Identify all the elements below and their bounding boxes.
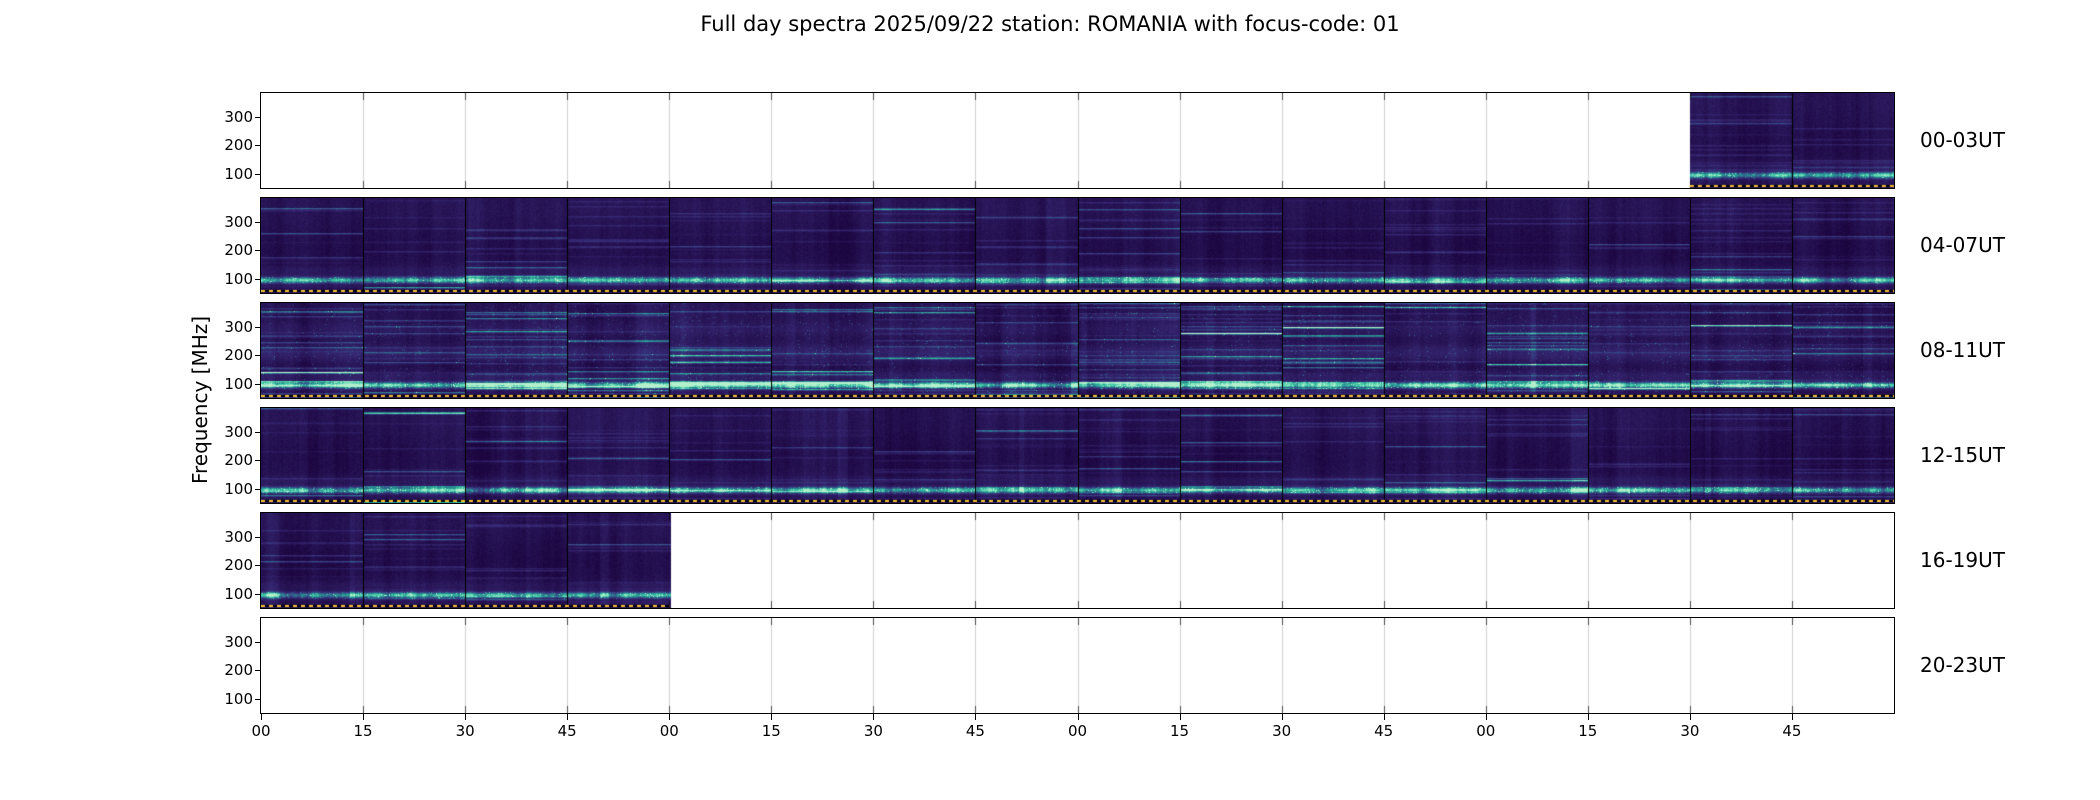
spectrogram-row-12-15UT	[260, 407, 1895, 504]
freq-tick-mark	[255, 488, 261, 490]
x-tick-mark	[1383, 714, 1385, 720]
x-tick-label: 30	[1272, 722, 1292, 740]
row-time-label: 12-15UT	[1920, 442, 2005, 467]
freq-tick-mark	[255, 593, 261, 595]
x-tick-mark	[1791, 714, 1793, 720]
freq-tick-label: 300	[224, 632, 253, 651]
freq-tick-label: 200	[224, 241, 253, 260]
x-tick-label: 15	[1578, 722, 1598, 740]
freq-tick-mark	[255, 173, 261, 175]
spectrogram-canvas	[261, 513, 1894, 608]
x-tick-mark	[363, 714, 365, 720]
freq-tick-label: 200	[224, 556, 253, 575]
freq-tick-label: 200	[224, 661, 253, 680]
freq-tick-label: 300	[224, 422, 253, 441]
freq-tick-label: 200	[224, 346, 253, 365]
freq-tick-mark	[255, 460, 261, 462]
x-tick-label: 15	[761, 722, 781, 740]
freq-tick-mark	[255, 565, 261, 567]
freq-tick-mark	[255, 670, 261, 672]
freq-tick-mark	[255, 536, 261, 538]
freq-tick-label: 100	[224, 269, 253, 288]
freq-tick-mark	[255, 355, 261, 357]
spectrogram-row-08-11UT	[260, 302, 1895, 399]
x-tick-mark	[1689, 714, 1691, 720]
x-tick-mark	[771, 714, 773, 720]
freq-tick-mark	[255, 278, 261, 280]
freq-tick-label: 200	[224, 136, 253, 155]
freq-tick-label: 100	[224, 164, 253, 183]
freq-tick-label: 100	[224, 479, 253, 498]
x-tick-label: 30	[863, 722, 883, 740]
x-tick-mark	[1485, 714, 1487, 720]
freq-tick-label: 300	[224, 212, 253, 231]
freq-tick-mark	[255, 383, 261, 385]
spectrogram-canvas	[261, 303, 1894, 398]
row-time-label: 00-03UT	[1920, 127, 2005, 152]
spectrogram-row-20-23UT	[260, 617, 1895, 714]
freq-tick-label: 100	[224, 689, 253, 708]
x-tick-label: 45	[1374, 722, 1394, 740]
x-tick-label: 15	[353, 722, 373, 740]
spectrogram-canvas	[261, 93, 1894, 188]
x-tick-mark	[567, 714, 569, 720]
row-time-label: 08-11UT	[1920, 337, 2005, 362]
freq-tick-mark	[255, 145, 261, 147]
x-tick-mark	[1281, 714, 1283, 720]
spectrogram-row-04-07UT	[260, 197, 1895, 294]
x-tick-label: 30	[455, 722, 475, 740]
x-tick-mark	[1179, 714, 1181, 720]
spectrogram-canvas	[261, 618, 1894, 713]
x-tick-mark	[669, 714, 671, 720]
freq-tick-mark	[255, 431, 261, 433]
row-time-label: 16-19UT	[1920, 547, 2005, 572]
x-tick-mark	[261, 714, 262, 720]
freq-tick-mark	[255, 116, 261, 118]
x-tick-label: 00	[659, 722, 679, 740]
x-tick-label: 45	[965, 722, 985, 740]
freq-tick-mark	[255, 698, 261, 700]
x-tick-label: 45	[557, 722, 577, 740]
x-tick-label: 00	[1067, 722, 1088, 740]
x-tick-label: 30	[1680, 722, 1700, 740]
y-axis-label: Frequency [MHz]	[188, 315, 212, 485]
freq-tick-mark	[255, 641, 261, 643]
x-tick-label: 00	[1476, 722, 1496, 740]
x-tick-mark	[465, 714, 467, 720]
spectrogram-row-16-19UT	[260, 512, 1895, 609]
freq-tick-label: 300	[224, 317, 253, 336]
figure-title: Full day spectra 2025/09/22 station: ROM…	[700, 12, 1400, 36]
row-time-label: 04-07UT	[1920, 232, 2005, 257]
spectrogram-canvas	[261, 198, 1894, 293]
freq-tick-label: 100	[224, 374, 253, 393]
row-time-label: 20-23UT	[1920, 652, 2005, 677]
x-tick-label: 00	[251, 722, 271, 740]
freq-tick-label: 100	[224, 584, 253, 603]
freq-tick-mark	[255, 250, 261, 252]
x-tick-label: 15	[1170, 722, 1190, 740]
freq-tick-label: 300	[224, 527, 253, 546]
spectrogram-canvas	[261, 408, 1894, 503]
x-tick-label: 45	[1782, 722, 1802, 740]
x-tick-mark	[1587, 714, 1589, 720]
x-tick-mark	[873, 714, 875, 720]
freq-tick-mark	[255, 326, 261, 328]
x-tick-mark	[1077, 714, 1079, 720]
freq-tick-label: 300	[224, 107, 253, 126]
freq-tick-label: 200	[224, 451, 253, 470]
x-tick-mark	[975, 714, 977, 720]
spectrogram-row-00-03UT	[260, 92, 1895, 189]
freq-tick-mark	[255, 221, 261, 223]
